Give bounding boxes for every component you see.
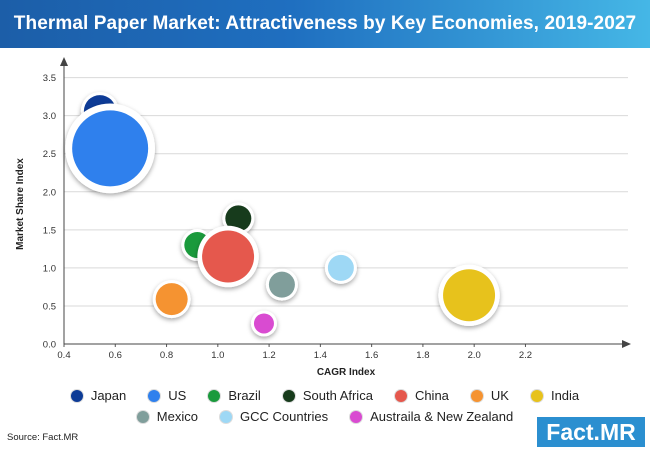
- y-axis-arrow: [60, 57, 68, 66]
- x-tick-label: 0.8: [160, 350, 173, 361]
- legend-item-mexico: Mexico: [136, 409, 198, 424]
- legend-label: GCC Countries: [239, 409, 329, 424]
- legend-swatch: [70, 389, 83, 402]
- bubble-fill: [155, 283, 188, 316]
- legend-label: Austraila & New Zealand: [370, 409, 514, 424]
- legend-label: US: [168, 388, 187, 403]
- bubble-fill: [202, 230, 255, 283]
- legend-swatch: [219, 410, 232, 423]
- bubble-china: [197, 225, 259, 288]
- bubble-chart: 0.0 0.5 1.0 1.5 2.0 2.5 3.0 3.5 0.4 0.6 0.8 1.0 1.2 1…: [15, 57, 631, 378]
- legend-label: Brazil: [228, 388, 261, 403]
- legend-label: India: [550, 388, 580, 403]
- x-tick-label: 0.6: [109, 350, 122, 361]
- x-tick-label: 2.2: [519, 350, 532, 361]
- legend-item-us: US: [148, 388, 186, 403]
- bubble-mexico: [265, 268, 298, 301]
- x-axis-title: CAGR Index: [317, 367, 376, 378]
- y-tick-label: 3.0: [43, 111, 56, 122]
- legend-item-india: India: [530, 388, 580, 403]
- legend-label: UK: [490, 388, 509, 403]
- bubble-fill: [443, 269, 496, 322]
- legend-item-austraila-new-zealand: Austraila & New Zealand: [350, 409, 513, 424]
- legend-item-uk: UK: [470, 388, 509, 403]
- x-tick-label: 0.4: [57, 350, 70, 361]
- y-tick-label: 3.5: [43, 73, 56, 84]
- axes: 0.0 0.5 1.0 1.5 2.0 2.5 3.0 3.5 0.4 0.6 0.8 1.0 1.2 1…: [43, 57, 631, 361]
- legend-swatch: [282, 389, 295, 402]
- legend-swatch: [394, 389, 407, 402]
- bubble-india: [438, 264, 500, 326]
- y-tick-label: 1.5: [43, 225, 56, 236]
- legend-swatch: [148, 389, 161, 402]
- bubble-fill: [225, 205, 252, 232]
- legend-label: China: [414, 388, 449, 403]
- x-tick-label: 2.0: [468, 350, 481, 361]
- legend-label: Mexico: [156, 409, 198, 424]
- legend-swatch: [350, 410, 363, 423]
- x-tick-label: 1.2: [262, 350, 275, 361]
- bubble-uk: [152, 280, 191, 319]
- legend-swatch: [470, 389, 483, 402]
- bubble-austraila-new-zealand: [250, 310, 277, 337]
- bubble-us: [65, 103, 155, 194]
- x-tick-label: 1.0: [211, 350, 224, 361]
- legend-item-brazil: Brazil: [208, 388, 261, 403]
- bubble-fill: [253, 313, 274, 334]
- x-tick-label: 1.8: [416, 350, 429, 361]
- title-banner: Thermal Paper Market: Attractiveness by …: [0, 0, 650, 48]
- bubbles: [65, 92, 500, 337]
- legend-row-1: Japan US Brazil South Africa China UK India: [0, 388, 650, 403]
- source-note: Source: Fact.MR: [7, 432, 79, 443]
- y-tick-label: 1.0: [43, 263, 56, 274]
- legend-item-japan: Japan: [70, 388, 127, 403]
- bubble-fill: [268, 271, 295, 298]
- legend-label: Japan: [90, 388, 127, 403]
- x-axis-arrow: [622, 340, 631, 348]
- legend-label: South Africa: [302, 388, 373, 403]
- legend-row-2: Mexico GCC Countries Austraila & New Zeala…: [0, 409, 650, 424]
- bubble-fill: [327, 254, 354, 281]
- page-title: Thermal Paper Market: Attractiveness by …: [13, 13, 637, 34]
- legend-swatch: [530, 389, 543, 402]
- legend-swatch: [136, 410, 149, 423]
- x-tick-label: 1.4: [314, 350, 327, 361]
- legend-item-china: China: [394, 388, 449, 403]
- x-tick-label: 1.6: [365, 350, 378, 361]
- y-tick-label: 2.5: [43, 149, 56, 160]
- factmr-logo: Fact.MR: [537, 417, 645, 447]
- legend-item-south-africa: South Africa: [282, 388, 373, 403]
- y-tick-label: 0.5: [43, 301, 56, 312]
- y-tick-label: 2.0: [43, 187, 56, 198]
- grid-lines: [64, 77, 628, 307]
- bubble-fill: [72, 110, 149, 187]
- legend-swatch: [208, 389, 221, 402]
- y-axis-title: Market Share Index: [15, 158, 26, 250]
- y-tick-label: 0.0: [43, 340, 56, 351]
- bubble-gcc-countries: [324, 251, 357, 284]
- legend-item-gcc-countries: GCC Countries: [219, 409, 329, 424]
